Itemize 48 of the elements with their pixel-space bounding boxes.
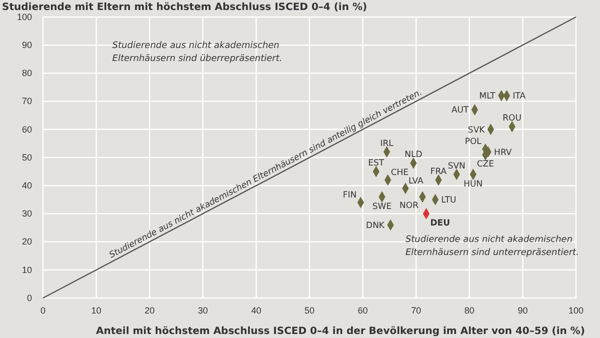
annotation: FRA: [430, 166, 447, 177]
annotation: SVK: [468, 125, 486, 136]
x-tick-label: 40: [251, 305, 262, 316]
annotation: FIN: [342, 190, 357, 200]
x-tick-label: 10: [91, 305, 102, 316]
x-tick-label: 30: [198, 305, 208, 316]
x-tick-label: 0: [40, 305, 46, 316]
y-tick-label: 50: [22, 152, 32, 162]
y-tick-label: 30: [22, 208, 32, 219]
y-tick-label: 60: [22, 124, 32, 134]
x-tick-label: 50: [304, 305, 315, 316]
y-tick-label: 80: [22, 68, 32, 78]
y-tick-label: 100: [16, 12, 32, 22]
annotation: CZE: [476, 160, 494, 170]
annotation: LVA: [408, 176, 424, 186]
annotation: CHE: [390, 168, 409, 178]
annotation: DNK: [366, 220, 385, 231]
annotation: NOR: [400, 200, 419, 211]
x-tick-label: 90: [518, 305, 528, 316]
annotation: IRL: [380, 138, 394, 149]
annotation: AUT: [451, 106, 470, 116]
annotation: DEU: [430, 218, 450, 229]
annotation: MLT: [479, 92, 496, 102]
annotation: HUN: [464, 179, 483, 190]
annotation: LTU: [441, 196, 456, 206]
y-tick-label: 70: [22, 96, 32, 106]
annotation: Studierende aus nicht akademischen Elternhäusern sind überrepräsentiert.: [112, 40, 282, 64]
annotation: NLD: [404, 150, 423, 160]
annotation: ITA: [512, 92, 526, 102]
annotation: Studierende aus nicht akademischen Elternhäusern sind unterrepräsentiert.: [405, 234, 579, 258]
x-tick-label: 20: [144, 305, 155, 316]
annotation: EST: [368, 158, 385, 169]
y-tick-label: 0: [26, 292, 32, 303]
x-tick-label: 100: [568, 305, 584, 316]
x-tick-label: 70: [411, 305, 422, 316]
x-axis-title: Anteil mit höchstem Abschluss ISCED 0–4 in der Bevölkerung im Alter von 40–59 (in %): [96, 326, 585, 337]
x-tick-label: 80: [464, 305, 474, 316]
annotation: SWE: [372, 202, 392, 212]
annotation: HRV: [494, 148, 512, 158]
annotation: POL: [464, 137, 482, 148]
annotation: ROU: [502, 114, 522, 124]
y-tick-label: 40: [22, 180, 32, 190]
chart-title: Studierende mit Eltern mit höchstem Abschluss ISCED 0–4 (in %): [2, 2, 368, 13]
x-tick-label: 60: [358, 305, 368, 316]
y-tick-label: 90: [22, 40, 32, 50]
annotation: SVN: [448, 161, 466, 172]
y-tick-label: 10: [22, 264, 32, 275]
y-tick-label: 20: [22, 236, 32, 247]
